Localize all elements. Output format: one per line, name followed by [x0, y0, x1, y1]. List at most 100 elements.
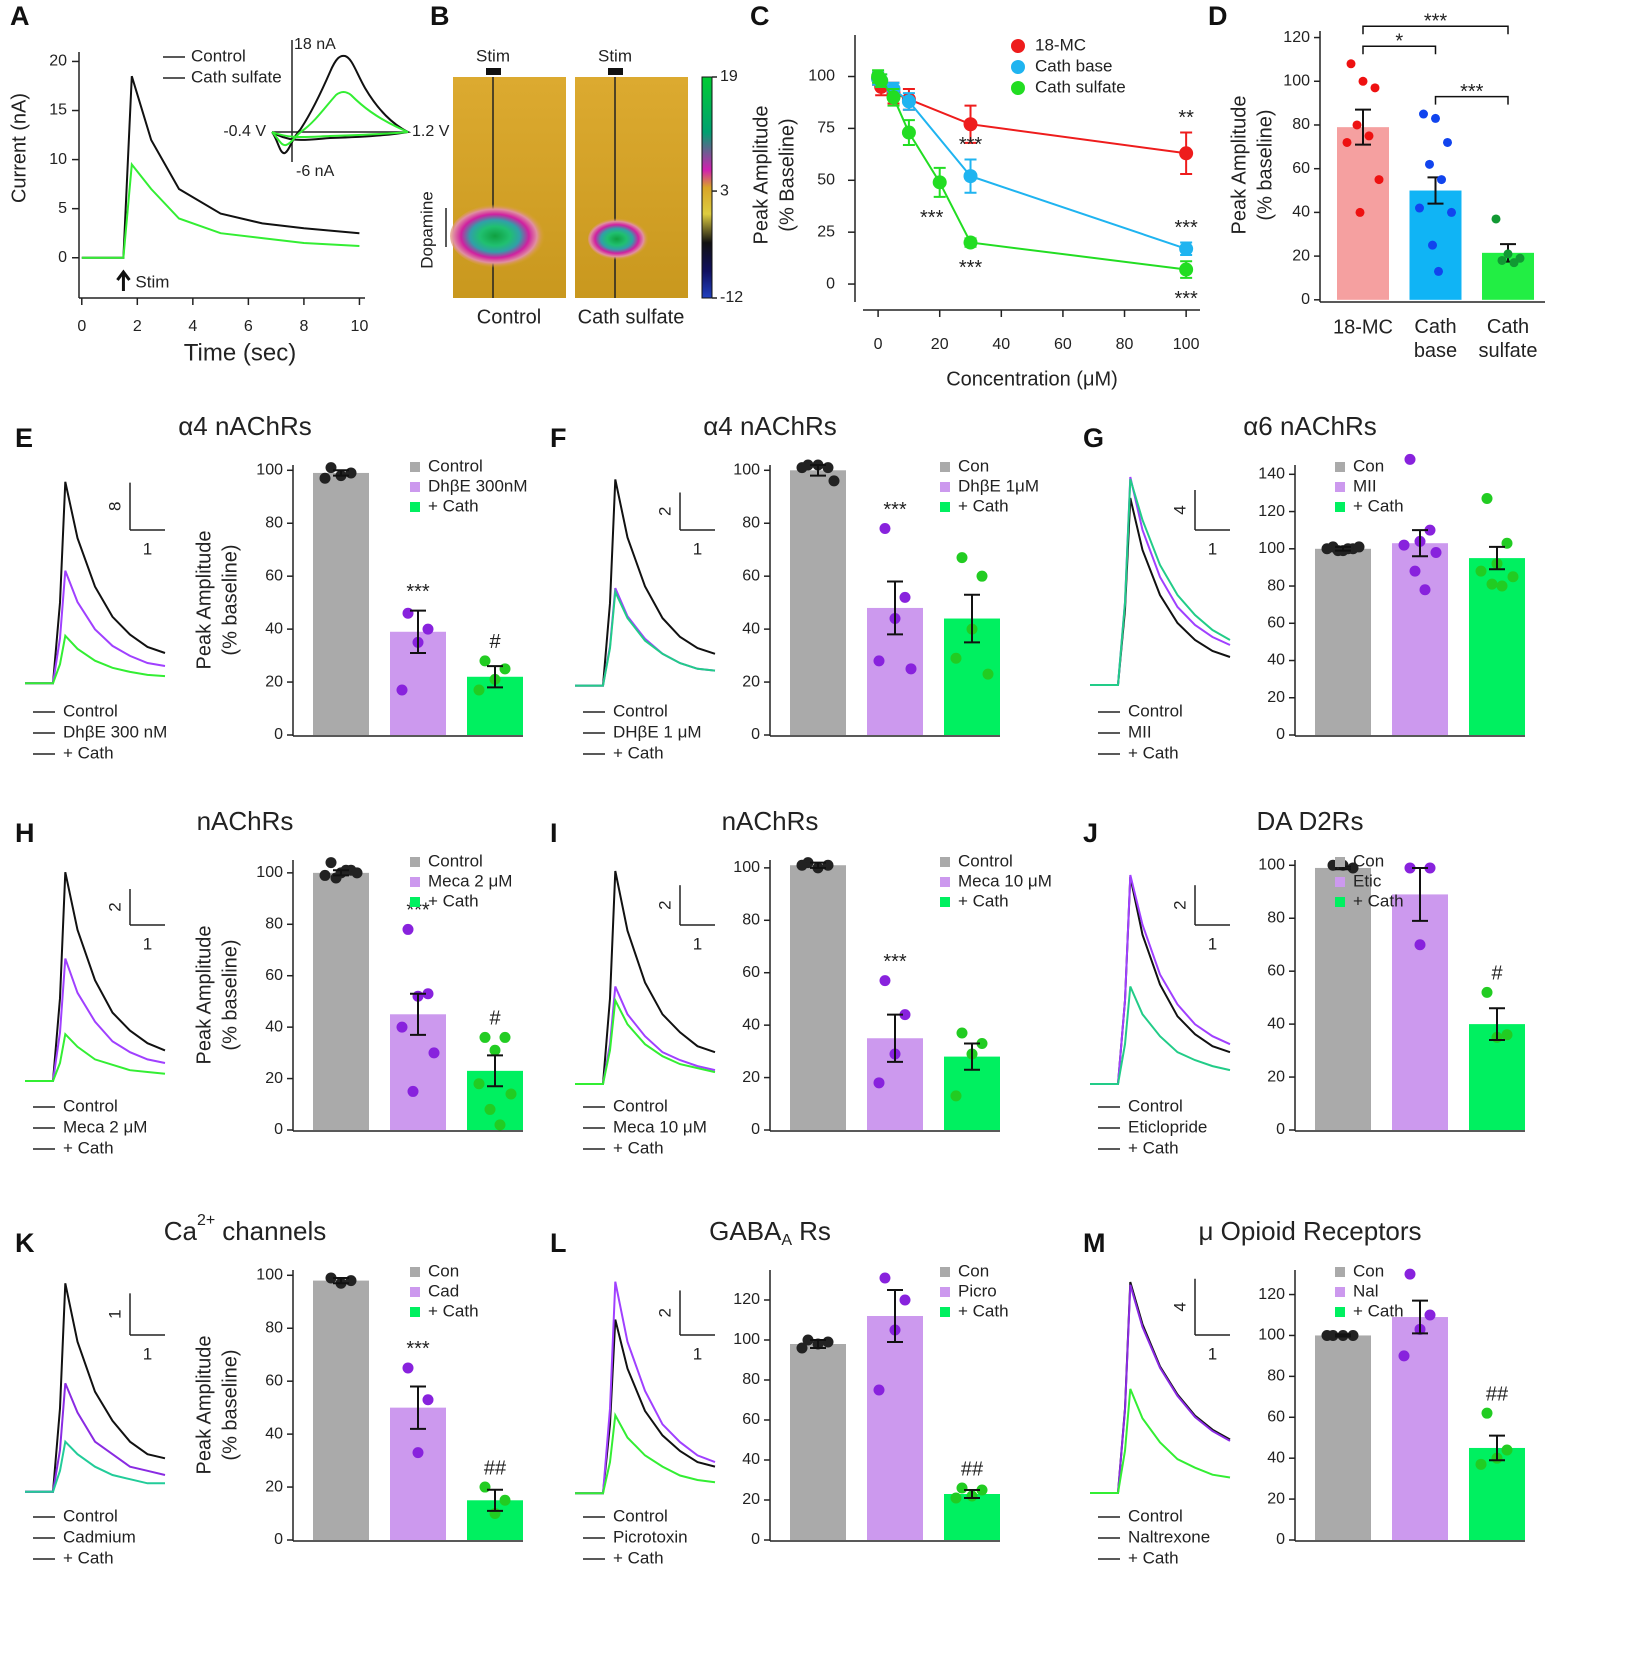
title-part: GABA — [709, 1216, 782, 1246]
scale-label-x: 1 — [693, 934, 702, 953]
y-tick-label: 100 — [733, 859, 760, 876]
legend-swatch — [1011, 81, 1025, 95]
legend-label: Con — [1353, 1261, 1384, 1280]
y-tick-label: 60 — [1267, 962, 1285, 979]
y-tick-label: 0 — [58, 249, 67, 266]
scale-label-x: 1 — [1208, 934, 1217, 953]
trace-line — [575, 870, 716, 1085]
data-point — [1355, 207, 1365, 217]
y-tick-label: 20 — [1267, 1490, 1285, 1507]
image-label: Cath sulfate — [578, 306, 685, 328]
data-point — [873, 655, 885, 667]
bar — [1315, 1335, 1371, 1540]
data-point — [879, 975, 891, 987]
data-point — [345, 1275, 357, 1287]
legend-label: + Cath — [1353, 1301, 1404, 1320]
inset-label: 18 nA — [294, 36, 336, 53]
panel-title: Ca2+ channels — [164, 1212, 327, 1246]
data-point — [1398, 1350, 1410, 1362]
scale-label-y: 2 — [1170, 900, 1189, 909]
data-point — [1509, 258, 1519, 268]
x-tick-label: 10 — [351, 318, 369, 335]
trace-line — [575, 996, 716, 1085]
data-point — [1398, 539, 1410, 551]
scale-label-y: 2 — [105, 902, 124, 911]
trace-line — [25, 1382, 166, 1493]
data-point — [319, 472, 331, 484]
data-point — [428, 1047, 440, 1059]
y-tick-label: 140 — [1258, 466, 1285, 483]
bar — [867, 1316, 923, 1540]
panel-letter: B — [430, 1, 450, 31]
data-point — [950, 1090, 962, 1102]
error-bar — [1489, 545, 1505, 571]
legend-label: + Cath — [613, 743, 664, 762]
data-point — [319, 869, 331, 881]
legend-label: + Cath — [428, 891, 479, 910]
bracket — [1434, 95, 1509, 105]
legend-label: DHβE 1 μM — [613, 722, 702, 741]
data-point — [950, 652, 962, 664]
trace-line — [1090, 478, 1231, 686]
bracket — [1362, 25, 1509, 35]
title-part: 2+ — [197, 1212, 215, 1229]
y-tick-label: 80 — [265, 916, 283, 933]
y-axis-label: Dopamine — [417, 191, 436, 269]
y-tick-label: 80 — [1267, 577, 1285, 594]
data-point — [828, 475, 840, 487]
trace-line — [1090, 986, 1231, 1085]
panel-letter: K — [15, 1228, 35, 1258]
y-tick-label: 100 — [1258, 1327, 1285, 1344]
data-point — [796, 859, 808, 871]
y-axis-label: (% baseline) — [219, 939, 241, 1050]
data-point — [1346, 59, 1356, 69]
data-point — [956, 1027, 968, 1039]
legend-swatch — [410, 462, 420, 472]
y-tick-label: 0 — [751, 1121, 760, 1138]
panel-letter: C — [750, 1, 770, 31]
legend-swatch — [940, 877, 950, 887]
data-point — [473, 684, 485, 696]
data-point — [1503, 249, 1513, 259]
significance: *** — [883, 951, 907, 973]
data-point — [499, 1494, 511, 1506]
panel-letter: M — [1083, 1228, 1106, 1258]
data-point — [899, 591, 911, 603]
y-tick-label: 60 — [265, 1372, 283, 1389]
y-tick-label: 0 — [751, 726, 760, 743]
y-tick-label: 40 — [265, 620, 283, 637]
heatmap — [575, 77, 688, 298]
data-point — [1353, 541, 1365, 553]
y-tick-label: 60 — [265, 967, 283, 984]
legend-swatch — [940, 482, 950, 492]
y-tick-label: 0 — [274, 1531, 283, 1548]
trace-line — [575, 588, 716, 687]
legend-swatch — [1335, 897, 1345, 907]
y-tick-label: 120 — [1283, 29, 1310, 46]
y-tick-label: 60 — [265, 567, 283, 584]
data-point — [422, 988, 434, 1000]
error-bar — [410, 1385, 426, 1430]
x-axis-label: Concentration (μM) — [946, 368, 1118, 390]
legend-label: Control — [63, 1096, 118, 1115]
panel-letter: A — [10, 1, 30, 31]
scale-label-y: 2 — [655, 900, 674, 909]
legend-label: Cath base — [1035, 56, 1113, 75]
title-part: A — [781, 1232, 792, 1249]
y-tick-label: 0 — [1301, 291, 1310, 308]
x-tick-label: Cath base — [1414, 316, 1457, 362]
data-point — [407, 1085, 419, 1097]
y-tick-label: 80 — [1267, 909, 1285, 926]
y-tick-label: 0 — [1276, 1531, 1285, 1548]
legend-swatch — [1335, 1287, 1345, 1297]
trace-line — [25, 570, 166, 685]
y-tick-label: 80 — [742, 514, 760, 531]
data-point — [1347, 862, 1359, 874]
error-bar — [887, 1013, 903, 1063]
error-bar — [487, 665, 503, 689]
trace-line — [575, 986, 716, 1085]
scale-label-x: 1 — [693, 539, 702, 558]
y-tick-label: 40 — [1267, 1015, 1285, 1032]
legend-label: Con — [958, 1261, 989, 1280]
data-point — [325, 462, 337, 474]
